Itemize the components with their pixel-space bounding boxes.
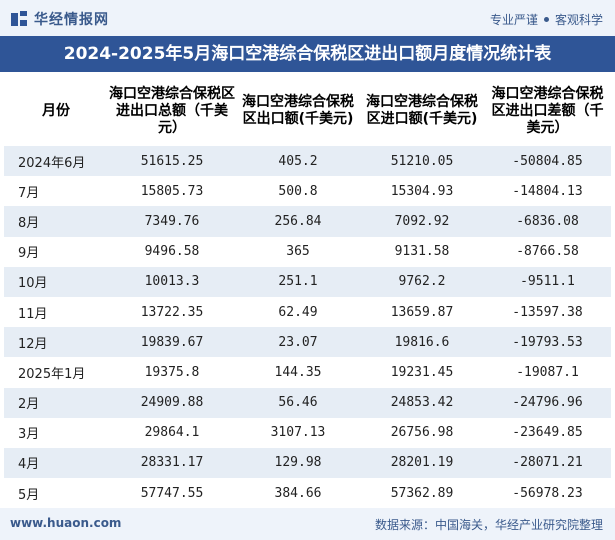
- value-cell: -56978.23: [512, 485, 583, 501]
- table-row: 2024年6月 51615.25 405.2 51210.05 -50804.85: [4, 146, 611, 177]
- value-cell: 384.66: [274, 485, 322, 501]
- footer: www.huaon.com 数据来源：中国海关，华经产业研究院整理: [0, 508, 615, 540]
- value-cell: -9511.1: [520, 274, 575, 290]
- column-header: 海口空港综合保税区进出口总额（千美元）: [109, 85, 235, 136]
- column-header: 海口空港综合保税区进口额(千美元): [366, 94, 478, 127]
- value-cell: 13659.87: [390, 304, 454, 320]
- value-cell: 19231.45: [390, 364, 454, 380]
- value-cell: 10013.3: [144, 274, 200, 290]
- value-cell: 405.2: [278, 153, 318, 169]
- value-cell: -28071.21: [512, 455, 583, 471]
- brand-name: 华经情报网: [34, 12, 109, 28]
- value-cell: -24796.96: [512, 395, 583, 411]
- value-cell: -8766.58: [516, 244, 579, 260]
- table-header: 月份 海口空港综合保税区进出口总额（千美元） 海口空港综合保税区出口额(千美元) 海口…: [4, 76, 611, 146]
- page-title: 2024-2025年5月海口空港综合保税区进出口额月度情况统计表: [63, 44, 552, 64]
- row-month-cell: 7月: [18, 185, 40, 201]
- value-cell: -50804.85: [512, 153, 583, 169]
- site-url: www.huaon.com: [10, 516, 122, 530]
- value-cell: 29864.1: [144, 425, 200, 441]
- table-row: 7月 15805.73 500.8 15304.93 -14804.13: [4, 176, 611, 207]
- row-month-cell: 8月: [18, 215, 40, 231]
- header-row: 月份 海口空港综合保税区进出口总额（千美元） 海口空港综合保税区出口额(千美元) 海口…: [4, 76, 611, 146]
- value-cell: 365: [286, 244, 310, 260]
- value-cell: 19816.6: [394, 334, 450, 350]
- brand-logo-icon: [11, 11, 27, 26]
- table-row: 3月 29864.1 3107.13 26756.98 -23649.85: [4, 417, 611, 448]
- value-cell: 129.98: [274, 455, 322, 471]
- row-month-cell: 10月: [18, 276, 48, 292]
- value-cell: 24853.42: [390, 395, 454, 411]
- value-cell: 15304.93: [390, 183, 454, 199]
- table-row: 8月 7349.76 256.84 7092.92 -6836.08: [4, 206, 611, 237]
- table-row: 12月 19839.67 23.07 19816.6 -19793.53: [4, 327, 611, 358]
- value-cell: 15805.73: [140, 183, 204, 199]
- table-row: 2025年1月 19375.8 144.35 19231.45 -19087.1: [4, 357, 611, 388]
- row-month-cell: 2025年1月: [18, 366, 86, 382]
- value-cell: 57362.89: [390, 485, 454, 501]
- value-cell: 51210.05: [390, 153, 454, 169]
- value-cell: 23.07: [278, 334, 318, 350]
- value-cell: 3107.13: [270, 425, 326, 441]
- column-header: 海口空港综合保税区出口额(千美元): [242, 94, 354, 127]
- table-row: 4月 28331.17 129.98 28201.19 -28071.21: [4, 447, 611, 479]
- table-row: 10月 10013.3 251.1 9762.2 -9511.1: [4, 266, 611, 297]
- value-cell: 62.49: [278, 304, 318, 320]
- value-cell: -13597.38: [512, 304, 583, 320]
- value-cell: -23649.85: [512, 425, 583, 441]
- tagline: 专业严谨 客观科学: [490, 11, 603, 28]
- value-cell: 9496.58: [144, 244, 200, 260]
- table-row: 11月 13722.35 62.49 13659.87 -13597.38: [4, 296, 611, 328]
- value-cell: 19839.67: [140, 334, 204, 350]
- row-month-cell: 9月: [18, 246, 40, 262]
- row-month-cell: 4月: [18, 457, 40, 473]
- title-bar: 2024-2025年5月海口空港综合保税区进出口额月度情况统计表: [0, 36, 615, 72]
- tagline-right: 客观科学: [554, 13, 603, 27]
- value-cell: 24909.88: [140, 395, 204, 411]
- value-cell: 57747.55: [140, 485, 204, 501]
- column-header: 海口空港综合保税区进出口差额（千美元）: [491, 85, 604, 136]
- value-cell: -19793.53: [512, 334, 583, 350]
- value-cell: 9762.2: [398, 274, 446, 290]
- row-month-cell: 2月: [18, 397, 40, 413]
- data-table: 月份 海口空港综合保税区进出口总额（千美元） 海口空港综合保税区出口额(千美元) 海口…: [4, 76, 611, 509]
- value-cell: 56.46: [278, 395, 318, 411]
- value-cell: 28331.17: [140, 455, 204, 471]
- value-cell: 51615.25: [140, 153, 204, 169]
- value-cell: 144.35: [274, 364, 322, 380]
- separator-dot-icon: [543, 17, 549, 22]
- value-cell: 28201.19: [390, 455, 454, 471]
- value-cell: 251.1: [278, 274, 318, 290]
- brand: 华经情报网: [10, 9, 109, 29]
- table-row: 5月 57747.55 384.66 57362.89 -56978.23: [4, 478, 611, 509]
- row-month-cell: 11月: [18, 306, 48, 322]
- table-body: 2024年6月 51615.25 405.2 51210.05 -50804.85 7月 1…: [4, 146, 611, 509]
- table-row: 2月 24909.88 56.46 24853.42 -24796.96: [4, 387, 611, 418]
- column-header-month: 月份: [42, 102, 70, 119]
- table-row: 9月 9496.58 365 9131.58 -8766.58: [4, 236, 611, 267]
- tagline-left: 专业严谨: [489, 13, 538, 27]
- value-cell: 19375.8: [144, 364, 200, 380]
- top-banner: 华经情报网 专业严谨 客观科学: [0, 0, 615, 36]
- value-cell: 26756.98: [390, 425, 454, 441]
- value-cell: 13722.35: [140, 304, 204, 320]
- value-cell: 256.84: [274, 213, 322, 229]
- value-cell: -14804.13: [512, 183, 583, 199]
- row-month-cell: 2024年6月: [18, 155, 86, 171]
- row-month-cell: 5月: [18, 487, 40, 503]
- value-cell: -6836.08: [516, 213, 579, 229]
- value-cell: 7092.92: [394, 213, 450, 229]
- value-cell: 500.8: [278, 183, 318, 199]
- value-cell: -19087.1: [516, 364, 579, 380]
- row-month-cell: 12月: [18, 336, 48, 352]
- row-month-cell: 3月: [18, 427, 40, 443]
- data-source: 数据来源：中国海关，华经产业研究院整理: [374, 518, 603, 532]
- value-cell: 9131.58: [394, 244, 450, 260]
- value-cell: 7349.76: [144, 213, 200, 229]
